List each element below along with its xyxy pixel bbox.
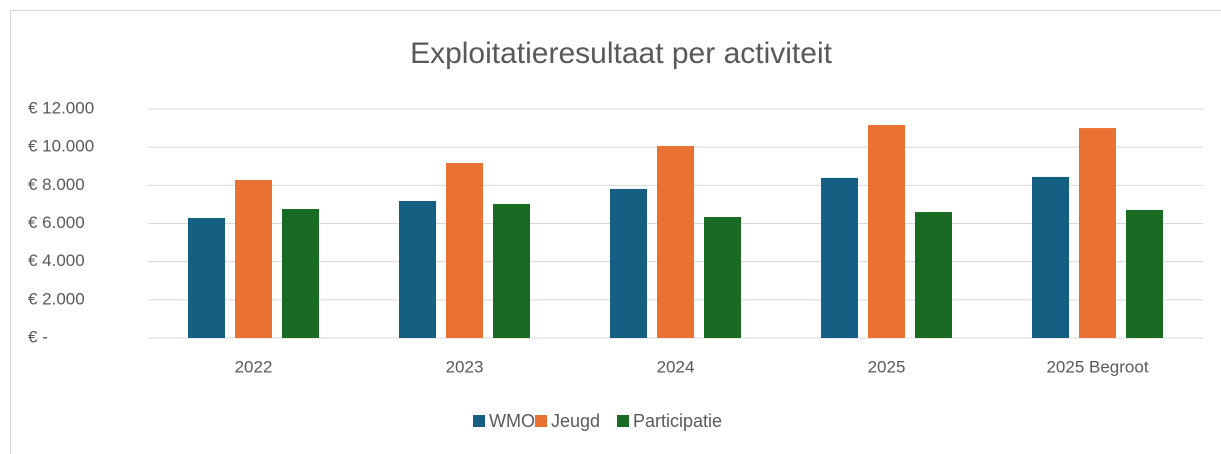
bar xyxy=(282,208,319,338)
bar xyxy=(399,200,436,338)
legend-swatch xyxy=(473,415,485,427)
bar xyxy=(704,217,741,338)
bar xyxy=(821,177,858,338)
bar xyxy=(446,163,483,338)
x-tick-label: 2022 xyxy=(235,357,273,376)
legend-label: WMO xyxy=(489,411,535,431)
y-tick-label: € 12.000 xyxy=(28,98,94,117)
chart-frame xyxy=(10,10,1221,454)
bar xyxy=(1126,209,1163,338)
bar xyxy=(1032,176,1069,338)
y-tick-label: € 10.000 xyxy=(28,137,94,156)
y-tick-label: € - xyxy=(28,327,48,346)
bar xyxy=(868,125,905,338)
legend-label: Participatie xyxy=(633,411,722,431)
x-tick-label: 2024 xyxy=(657,357,695,376)
x-tick-label: 2025 Begroot xyxy=(1046,357,1148,376)
bar xyxy=(610,188,647,338)
bar xyxy=(493,204,530,338)
bar xyxy=(1079,128,1116,338)
bar xyxy=(188,217,225,338)
y-tick-label: € 4.000 xyxy=(28,251,85,270)
x-tick-label: 2023 xyxy=(446,357,484,376)
chart-title: Exploitatieresultaat per activiteit xyxy=(410,37,833,70)
bar xyxy=(235,179,272,338)
legend-label: Jeugd xyxy=(551,411,600,431)
y-tick-label: € 2.000 xyxy=(28,289,85,308)
x-tick-label: 2025 xyxy=(868,357,906,376)
bar xyxy=(915,212,952,338)
legend-swatch xyxy=(535,415,547,427)
y-tick-label: € 6.000 xyxy=(28,213,85,232)
y-tick-label: € 8.000 xyxy=(28,175,85,194)
bar xyxy=(657,146,694,338)
legend-swatch xyxy=(617,415,629,427)
